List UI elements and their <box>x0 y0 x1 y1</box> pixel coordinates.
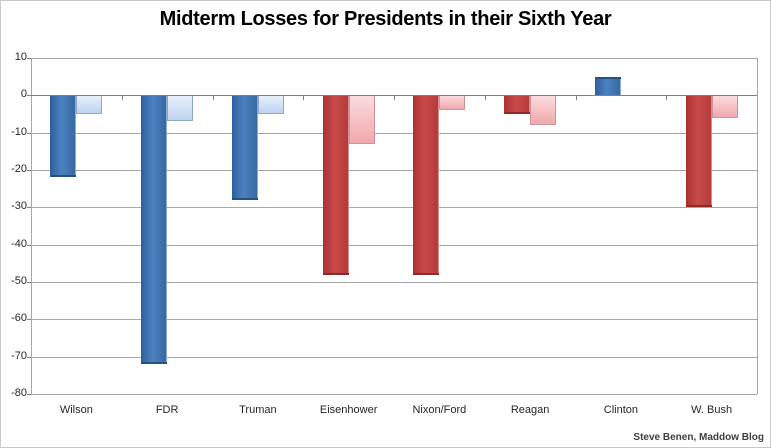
gridline <box>31 394 757 395</box>
bar-truman-light <box>257 95 284 114</box>
gridline <box>31 170 757 171</box>
bar-reagan-dark <box>504 95 531 114</box>
x-axis-category-label: Wilson <box>59 404 93 416</box>
chart-title: Midterm Losses for Presidents in their S… <box>159 8 612 30</box>
x-axis-category-label: FDR <box>155 404 179 416</box>
y-axis-tick <box>27 132 31 134</box>
credit-text: Steve Benen, Maddow Blog <box>633 432 764 443</box>
y-axis-tick-label: -60 <box>11 312 27 325</box>
x-axis-tick <box>666 96 668 101</box>
y-axis-tick-label: -50 <box>11 275 27 287</box>
gridline <box>31 58 757 59</box>
y-axis-tick <box>27 319 31 321</box>
x-axis-category-label: Nixon/Ford <box>412 404 467 416</box>
gridline <box>31 132 757 134</box>
bar-nixon-ford-dark <box>413 95 440 275</box>
x-axis-tick <box>121 96 123 101</box>
bar-fdr-light <box>167 95 194 122</box>
gridline <box>31 356 757 358</box>
plot-border-right <box>757 58 758 394</box>
zero-gridline <box>31 95 757 97</box>
gridline <box>31 207 757 209</box>
bar-w-bush-light <box>711 95 738 118</box>
y-axis-tick-label: -80 <box>11 387 27 399</box>
bar-truman-dark <box>231 95 258 200</box>
bar-reagan-light <box>530 95 557 126</box>
gridline <box>31 244 757 246</box>
y-axis-tick-label: -10 <box>11 125 27 138</box>
gridline <box>31 319 757 321</box>
x-axis-tick <box>212 96 214 101</box>
y-axis-tick-label: -70 <box>11 349 27 362</box>
x-axis-tick <box>303 96 305 101</box>
y-axis-tick-label: 10 <box>14 51 27 63</box>
y-axis-tick-label: 0 <box>20 88 27 101</box>
bar-nixon-ford-light <box>439 95 466 111</box>
y-axis-tick-label: -20 <box>11 163 27 175</box>
y-axis-tick <box>27 58 31 59</box>
y-axis-tick-label: -30 <box>11 200 27 213</box>
bar-fdr-dark <box>141 95 168 365</box>
x-axis-tick <box>484 96 486 101</box>
bar-eisenhower-dark <box>322 95 349 275</box>
y-axis-tick <box>27 282 31 283</box>
x-axis-category-label: Clinton <box>603 404 638 416</box>
bar-wilson-dark <box>50 95 77 178</box>
x-axis-category-label: W. Bush <box>691 404 733 416</box>
y-axis-tick <box>27 95 31 97</box>
plot-border-left <box>31 58 32 394</box>
x-axis-category-label: Truman <box>239 404 277 416</box>
x-axis-category-label: Eisenhower <box>319 404 378 416</box>
y-axis-tick <box>27 356 31 358</box>
y-axis-tick <box>27 170 31 171</box>
x-axis-tick <box>394 96 395 101</box>
x-axis-tick <box>575 96 577 101</box>
bar-eisenhower-light <box>348 95 375 144</box>
bar-wilson-light <box>76 95 103 114</box>
y-axis-tick <box>27 207 31 209</box>
y-axis-tick <box>27 244 31 246</box>
gridline <box>31 282 757 283</box>
y-axis-tick <box>27 394 31 395</box>
x-axis-category-label: Reagan <box>510 404 550 416</box>
y-axis-tick-label: -40 <box>11 237 27 250</box>
bar-clinton-dark <box>594 76 621 96</box>
bar-w-bush-dark <box>685 95 712 208</box>
